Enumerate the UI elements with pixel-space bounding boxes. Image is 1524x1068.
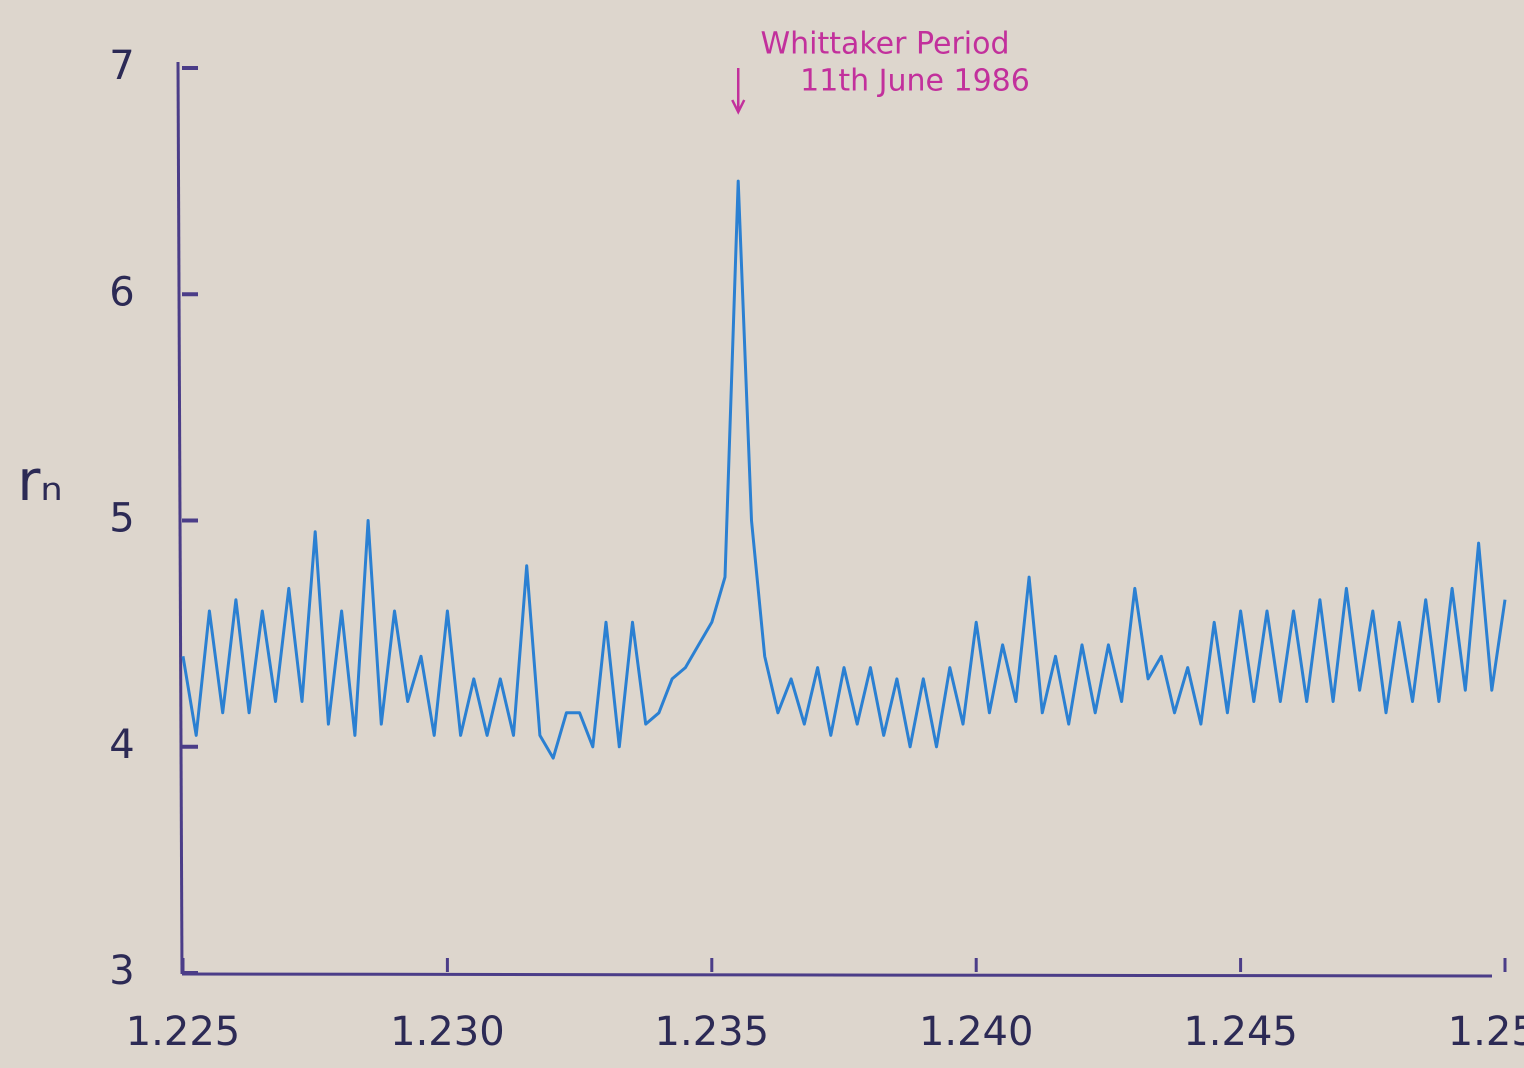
y-tick-label: 4 xyxy=(109,722,134,768)
chart: rₙ Whittaker Period 11th June 1986 3 4 5 6 7… xyxy=(0,0,1524,1068)
x-tick-label: 1.230 xyxy=(390,1009,505,1055)
x-tick-label: 1.240 xyxy=(919,1009,1034,1055)
annotation-text: 11th June 1986 xyxy=(800,64,1030,99)
y-tick-label: 5 xyxy=(109,496,134,542)
x-tick-label: 1.235 xyxy=(655,1009,770,1055)
x-tick-label: 1.225 xyxy=(126,1009,241,1055)
y-tick-label: 7 xyxy=(109,43,134,89)
x-tick-label: 1.245 xyxy=(1183,1009,1298,1055)
paper xyxy=(0,0,1524,1068)
y-tick-label: 3 xyxy=(109,948,134,994)
x-tick-label: 1.250 xyxy=(1448,1009,1524,1055)
page: rₙ Whittaker Period 11th June 1986 3 4 5 6 7… xyxy=(0,0,1524,1068)
y-tick-label: 6 xyxy=(109,269,134,315)
annotation-text: Whittaker Period xyxy=(760,27,1009,62)
y-axis-label: rₙ xyxy=(17,449,62,514)
x-axis xyxy=(182,974,1492,976)
